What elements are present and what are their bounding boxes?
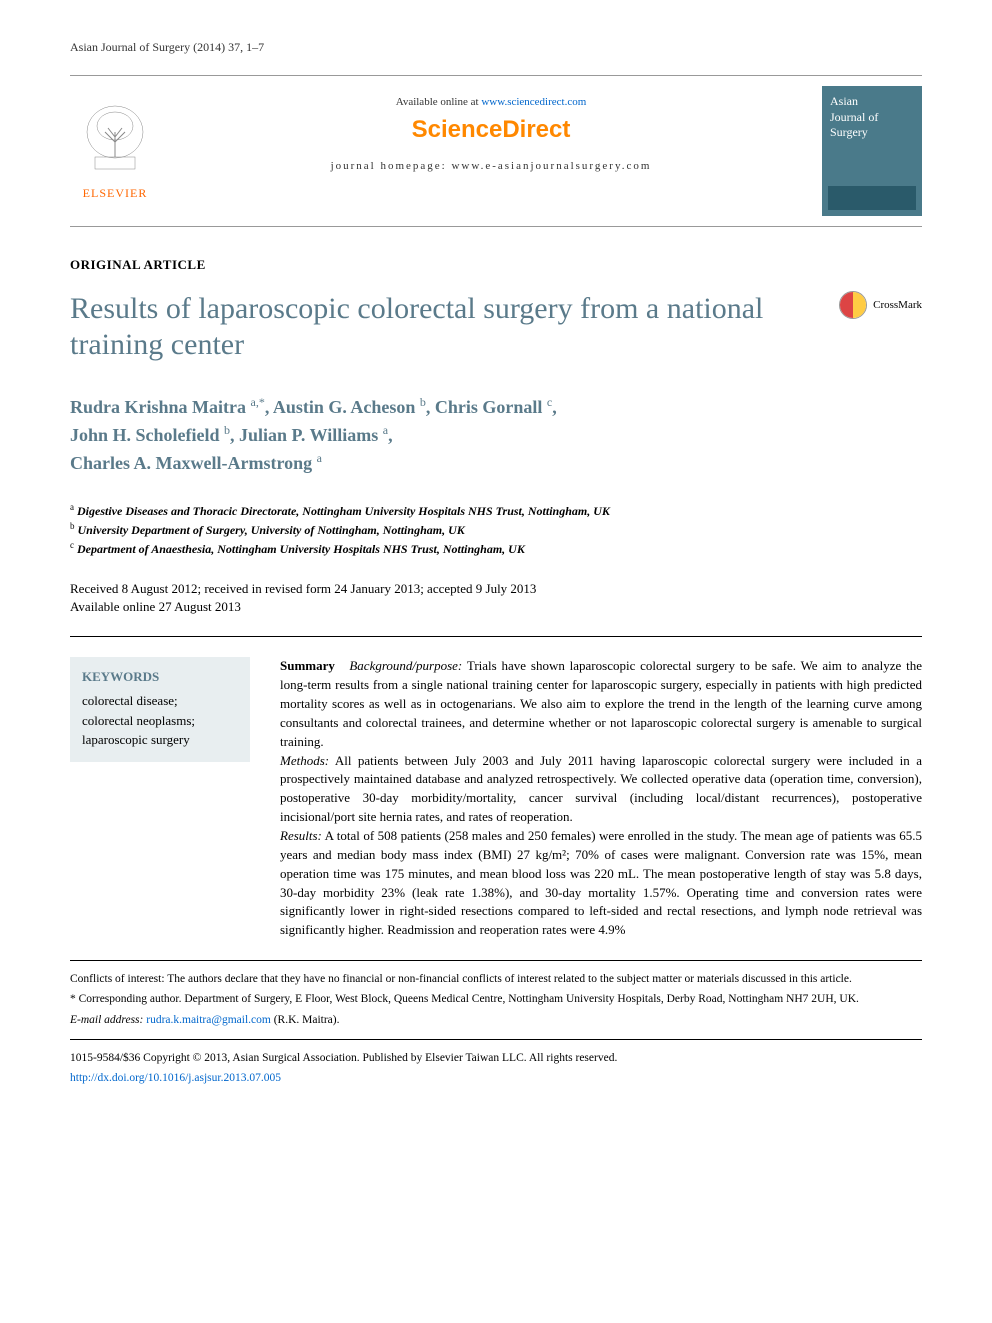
affiliation-c: c Department of Anaesthesia, Nottingham … [70,539,922,558]
journal-citation: Asian Journal of Surgery (2014) 37, 1–7 [70,40,922,55]
author-2-sup: b [420,395,426,409]
abstract-body: Summary Background/purpose: Trials have … [280,657,922,940]
copyright-line: 1015-9584/$36 Copyright © 2013, Asian Su… [70,1050,922,1067]
email-note: E-mail address: rudra.k.maitra@gmail.com… [70,1012,922,1029]
available-prefix: Available online at [396,96,479,108]
doi-link[interactable]: http://dx.doi.org/10.1016/j.asjsur.2013.… [70,1072,281,1084]
homepage-line: journal homepage: www.e-asianjournalsurg… [180,160,802,172]
available-online-text: Available online at www.sciencedirect.co… [180,96,802,108]
author-5-sup: a [383,423,388,437]
author-2: Austin G. Acheson [273,397,416,417]
sciencedirect-url[interactable]: www.sciencedirect.com [481,96,586,108]
header-center: Available online at www.sciencedirect.co… [160,86,822,216]
cover-bottom-strip [828,186,916,210]
journal-cover-thumbnail: Asian Journal of Surgery [822,86,922,216]
methods-label: Methods: [280,753,329,768]
crossmark-badge[interactable]: CrossMark [839,291,922,319]
article-type: ORIGINAL ARTICLE [70,257,922,273]
results-label: Results: [280,828,322,843]
cover-title-2: Journal of [830,110,914,126]
elsevier-logo: ELSEVIER [70,86,160,216]
sciencedirect-logo: ScienceDirect [180,116,802,144]
cover-title-1: Asian [830,94,914,110]
author-4-sup: b [224,423,230,437]
author-3: Chris Gornall [435,397,543,417]
divider-above-abstract [70,636,922,637]
journal-header-box: ELSEVIER Available online at www.science… [70,75,922,227]
crossmark-label: CrossMark [873,299,922,311]
keywords-list: colorectal disease; colorectal neoplasms… [82,691,238,750]
homepage-url[interactable]: www.e-asianjournalsurgery.com [451,160,651,172]
affiliations: a Digestive Diseases and Thoracic Direct… [70,501,922,558]
author-3-sup: c [547,395,552,409]
received-line: Received 8 August 2012; received in revi… [70,580,922,598]
available-line: Available online 27 August 2013 [70,598,922,616]
divider-above-copyright [70,1039,922,1040]
title-row: Results of laparoscopic colorectal surge… [70,291,922,363]
keyword-2: colorectal neoplasms; [82,711,238,731]
elsevier-text: ELSEVIER [83,186,148,201]
abstract-section: KEYWORDS colorectal disease; colorectal … [70,657,922,940]
crossmark-icon [839,291,867,319]
keywords-box: KEYWORDS colorectal disease; colorectal … [70,657,250,762]
author-1: Rudra Krishna Maitra [70,397,246,417]
article-title: Results of laparoscopic colorectal surge… [70,291,839,363]
email-link[interactable]: rudra.k.maitra@gmail.com [146,1014,271,1026]
keywords-heading: KEYWORDS [82,669,238,685]
background-label: Background/purpose: [349,658,462,673]
results-text: A total of 508 patients (258 males and 2… [280,828,922,937]
author-6-sup: a [317,451,322,465]
affiliation-b: b University Department of Surgery, Univ… [70,520,922,539]
affiliation-a: a Digestive Diseases and Thoracic Direct… [70,501,922,520]
copyright-block: 1015-9584/$36 Copyright © 2013, Asian Su… [70,1050,922,1088]
keyword-1: colorectal disease; [82,691,238,711]
author-6: Charles A. Maxwell-Armstrong [70,453,312,473]
author-5: Julian P. Williams [239,425,378,445]
authors-list: Rudra Krishna Maitra a,*, Austin G. Ache… [70,393,922,477]
cover-title-3: Surgery [830,125,914,141]
corresponding-note: * Corresponding author. Department of Su… [70,991,922,1008]
footnotes: Conflicts of interest: The authors decla… [70,971,922,1029]
email-suffix: (R.K. Maitra). [274,1014,340,1026]
divider-above-footnotes [70,960,922,961]
author-4: John H. Scholefield [70,425,220,445]
elsevier-tree-icon [80,102,150,182]
email-label: E-mail address: [70,1014,143,1026]
summary-label: Summary [280,658,335,673]
homepage-label: journal homepage: [331,160,447,172]
keyword-3: laparoscopic surgery [82,730,238,750]
methods-text: All patients between July 2003 and July … [280,753,922,825]
conflicts-note: Conflicts of interest: The authors decla… [70,971,922,988]
article-dates: Received 8 August 2012; received in revi… [70,580,922,616]
author-1-sup: a,* [251,395,265,409]
